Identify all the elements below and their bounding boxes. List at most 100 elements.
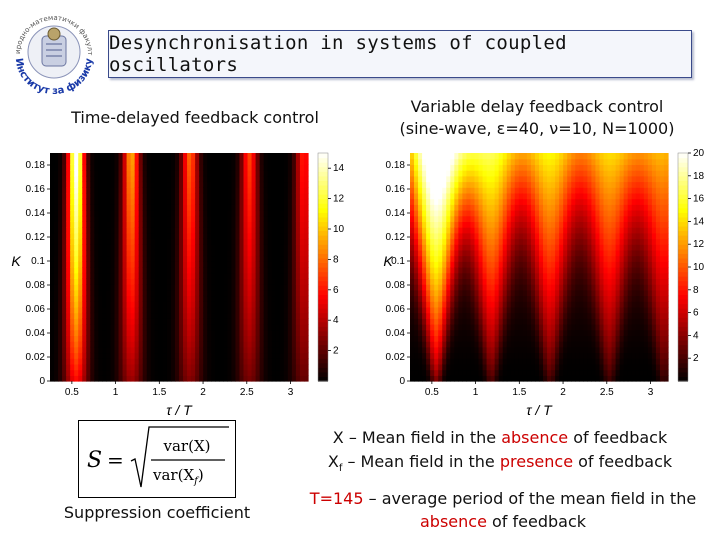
heatmap-cell [430,278,435,285]
heatmap-cell [98,192,104,200]
heatmap-cell [450,324,455,331]
heatmap-cell [591,284,597,291]
heatmap-cell [162,375,168,382]
heatmap-cell [110,375,116,382]
heatmap-cell [611,261,617,268]
heatmap-cell [66,324,71,331]
heatmap-cell [559,158,564,165]
heatmap-cell [514,341,520,348]
heatmap-cell [162,272,168,279]
heatmap-cell [615,158,621,165]
heatmap-cell [98,215,104,222]
heatmap-cell [98,198,104,205]
heatmap-cell [506,312,512,319]
heatmap-cell [78,238,83,245]
heatmap-cell [418,363,423,371]
heatmap-cell [170,363,176,371]
heatmap-cell [583,249,588,257]
heatmap-cell [490,232,496,240]
heatmap-cell [438,284,443,291]
heatmap-cell [579,346,584,354]
heatmap-cell [259,295,265,302]
heatmap-cell [295,324,301,331]
heatmap-cell [291,164,297,171]
heatmap-cell [174,261,180,268]
heatmap-cell [607,352,613,359]
heatmap-cell [183,278,188,285]
heatmap-cell [166,255,172,262]
heatmap-cell [243,318,249,325]
heatmap-cell [106,153,112,160]
heatmap-cell [106,306,112,314]
heatmap-cell [547,192,552,200]
heatmap-cell [70,181,75,188]
heatmap-cell [98,181,104,188]
heatmap-cell [247,318,253,325]
heatmap-cell [295,301,301,308]
heatmap-cell [442,204,447,211]
heatmap-cell [195,238,200,245]
heatmap-cell [579,221,584,228]
heatmap-cell [619,244,625,251]
heatmap-cell [70,158,75,165]
heatmap-cell [142,284,148,291]
heatmap-cell [126,158,132,165]
heatmap-cell [243,341,249,348]
heatmap-cell [191,341,196,348]
heatmap-cell [162,215,168,222]
heatmap-cell [615,153,621,160]
heatmap-cell [126,164,132,171]
heatmap-cell [474,158,480,165]
heatmap-cell [183,301,188,308]
heatmap-cell [78,175,83,183]
heatmap-cell [474,255,480,262]
heatmap-cell [102,210,108,217]
heatmap-cell [211,204,216,211]
heatmap-cell [66,187,71,194]
heatmap-cell [299,358,305,365]
heatmap-cell [547,221,552,228]
heatmap-cell [611,272,617,279]
heatmap-cell [191,198,196,205]
heatmap-cell [82,306,87,314]
heatmap-cell [482,238,488,245]
heatmap-cell [559,198,564,205]
heatmap-cell [559,284,564,291]
heatmap-cell [474,164,480,171]
heatmap-cell [130,352,136,359]
heatmap-cell [114,289,120,297]
heatmap-cell [414,232,419,240]
heatmap-cell [559,255,564,262]
heatmap-cell [639,210,645,217]
heatmap-cell [478,335,484,342]
heatmap-cell [422,164,427,171]
heatmap-cell [195,318,200,325]
heatmap-cell [422,244,427,251]
heatmap-cell [146,301,152,308]
heatmap-cell [231,301,237,308]
heatmap-cell [98,187,104,194]
heatmap-cell [639,278,645,285]
heatmap-cell [102,346,108,354]
heatmap-cell [454,232,459,240]
heatmap-cell [559,306,564,314]
heatmap-cell [639,232,645,240]
heatmap-cell [434,312,439,319]
heatmap-cell [211,170,216,177]
heatmap-cell [498,284,504,291]
colorbar-step [318,321,328,327]
heatmap-cell [122,312,128,319]
heatmap-cell [271,232,277,240]
heatmap-cell [595,255,601,262]
heatmap-cell [627,278,633,285]
heatmap-cell [74,158,79,165]
heatmap-cell [162,221,168,228]
heatmap-cell [583,335,588,342]
colorbar-step [318,285,328,291]
heatmap-cell [199,341,204,348]
heatmap-cell [446,238,451,245]
heatmap-cell [559,267,564,274]
heatmap-cell [454,210,459,217]
heatmap-cell [518,170,524,177]
heatmap-cell [94,301,99,308]
